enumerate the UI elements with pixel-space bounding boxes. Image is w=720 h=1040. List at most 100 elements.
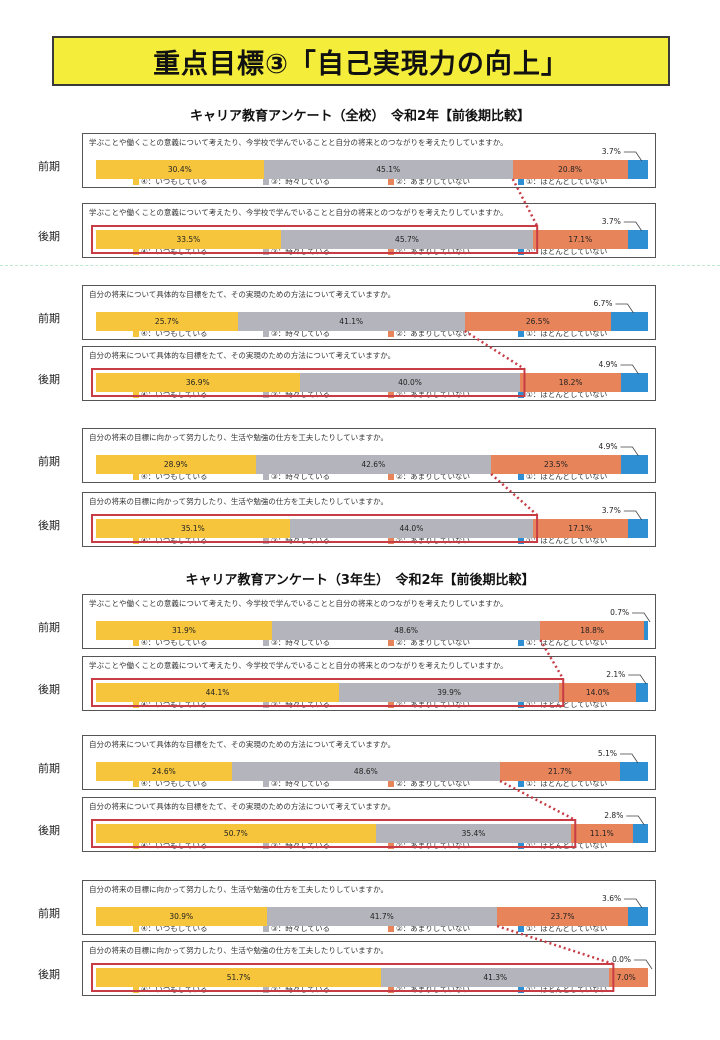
legend-item: ④：いつもしている — [133, 923, 208, 934]
legend-swatch — [518, 702, 524, 708]
question-text: 学ぶことや働くことの意義について考えたり、今学校で学んでいることと自分の将来との… — [89, 138, 508, 147]
bar-segment — [632, 824, 648, 843]
legend-label: ③：時々している — [271, 638, 330, 647]
page-title-box: 重点目標③「自己実現力の向上」 — [52, 36, 670, 86]
data-label: 41.1% — [339, 317, 364, 326]
section-title-grade3: キャリア教育アンケート（3年生） 令和2年【前後期比較】 — [185, 573, 535, 588]
data-label: 4.9% — [598, 360, 618, 369]
legend-swatch — [388, 781, 394, 787]
data-label: 41.3% — [483, 973, 508, 982]
data-label: 36.9% — [185, 378, 210, 387]
data-label: 51.7% — [226, 973, 251, 982]
legend-swatch — [133, 249, 139, 255]
period-label: 後期 — [38, 683, 60, 696]
data-label: 30.9% — [169, 912, 194, 921]
legend-swatch — [518, 926, 524, 932]
data-label: 0.7% — [610, 608, 630, 617]
question-text: 自分の将来の目標に向かって努力したり、生活や勉強の仕方を工夫したりしていますか。 — [89, 497, 388, 506]
legend-label: ④：いつもしている — [141, 638, 208, 647]
bar-segment — [627, 519, 648, 538]
period-label: 後期 — [38, 373, 60, 386]
legend-swatch — [263, 640, 269, 646]
legend-label: ①：ほとんどしていない — [526, 329, 608, 338]
legend-swatch — [263, 538, 269, 544]
legend-label: ①：ほとんどしていない — [526, 536, 608, 545]
data-label: 40.0% — [398, 378, 422, 387]
legend-swatch — [388, 179, 394, 185]
legend-item: ②：あまりしていない — [388, 778, 470, 789]
bar-segment — [464, 312, 611, 331]
legend-label: ①：ほとんどしていない — [526, 390, 608, 399]
bar-segment — [255, 455, 492, 474]
bar-segment — [266, 907, 498, 926]
data-label: 7.0% — [616, 973, 636, 982]
question-text: 学ぶことや働くことの意義について考えたり、今学校で学んでいることと自分の将来との… — [89, 208, 508, 217]
legend-item: ②：あまりしていない — [388, 176, 470, 187]
legend-item: ③：時々している — [263, 637, 330, 648]
legend-swatch — [388, 987, 394, 993]
bar-segment — [497, 907, 629, 926]
legend-label: ④：いつもしている — [141, 177, 208, 186]
bar-segment — [231, 762, 501, 781]
legend-item: ④：いつもしている — [133, 176, 208, 187]
legend-label: ④：いつもしている — [141, 779, 208, 788]
legend-label: ②：あまりしていない — [396, 779, 470, 788]
data-label: 3.7% — [601, 217, 621, 226]
bar-segment — [619, 762, 648, 781]
data-label: 18.2% — [558, 378, 583, 387]
data-label: 44.1% — [205, 688, 230, 697]
legend-swatch — [263, 249, 269, 255]
question-text: 自分の将来の目標に向かって努力したり、生活や勉強の仕方を工夫したりしていますか。 — [89, 433, 388, 442]
data-label: 2.8% — [604, 811, 624, 820]
period-label: 前期 — [38, 312, 60, 325]
legend-label: ④：いつもしている — [141, 329, 208, 338]
legend-swatch — [388, 331, 394, 337]
data-label: 25.7% — [154, 317, 179, 326]
data-label: 45.1% — [376, 165, 401, 174]
legend-swatch — [518, 249, 524, 255]
legend-swatch — [133, 843, 139, 849]
bar-segment — [96, 455, 256, 474]
legend-item: ④：いつもしている — [133, 328, 208, 339]
data-label: 17.1% — [568, 524, 593, 533]
legend-label: ②：あまりしていない — [396, 472, 470, 481]
bar-segment — [636, 683, 648, 702]
legend-swatch — [133, 987, 139, 993]
divider — [0, 265, 720, 266]
legend-label: ②：あまりしていない — [396, 924, 470, 933]
legend-item: ③：時々している — [263, 923, 330, 934]
bar-segment — [627, 160, 648, 179]
data-label: 50.7% — [223, 829, 248, 838]
data-label: 6.7% — [593, 299, 613, 308]
bar-segment — [611, 312, 648, 331]
legend-swatch — [133, 538, 139, 544]
data-label: 20.8% — [558, 165, 582, 174]
legend-swatch — [518, 843, 524, 849]
legend-swatch — [263, 474, 269, 480]
bar-segment — [520, 373, 621, 392]
data-label: 33.5% — [176, 235, 201, 244]
question-text: 自分の将来の目標に向かって努力したり、生活や勉強の仕方を工夫したりしていますか。 — [89, 946, 388, 955]
legend-swatch — [518, 640, 524, 646]
legend-swatch — [263, 702, 269, 708]
legend-label: ③：時々している — [271, 177, 330, 186]
period-label: 前期 — [38, 160, 60, 173]
data-label: 4.9% — [598, 442, 618, 451]
legend-label: ②：あまりしていない — [396, 177, 470, 186]
data-label: 5.1% — [597, 749, 617, 758]
data-label: 2.1% — [606, 670, 626, 679]
legend-swatch — [388, 249, 394, 255]
period-label: 前期 — [38, 621, 60, 634]
legend-label: ③：時々している — [271, 924, 330, 933]
legend-swatch — [263, 331, 269, 337]
legend-label: ③：時々している — [271, 329, 330, 338]
legend-label: ①：ほとんどしていない — [526, 700, 608, 709]
legend-label: ④：いつもしている — [141, 924, 208, 933]
legend-label: ④：いつもしている — [141, 472, 208, 481]
data-label: 42.6% — [361, 460, 386, 469]
data-label: 35.1% — [180, 524, 205, 533]
legend-swatch — [133, 392, 139, 398]
legend-label: ②：あまりしていない — [396, 329, 470, 338]
question-text: 学ぶことや働くことの意義について考えたり、今学校で学んでいることと自分の将来との… — [89, 661, 508, 670]
legend-swatch — [518, 331, 524, 337]
